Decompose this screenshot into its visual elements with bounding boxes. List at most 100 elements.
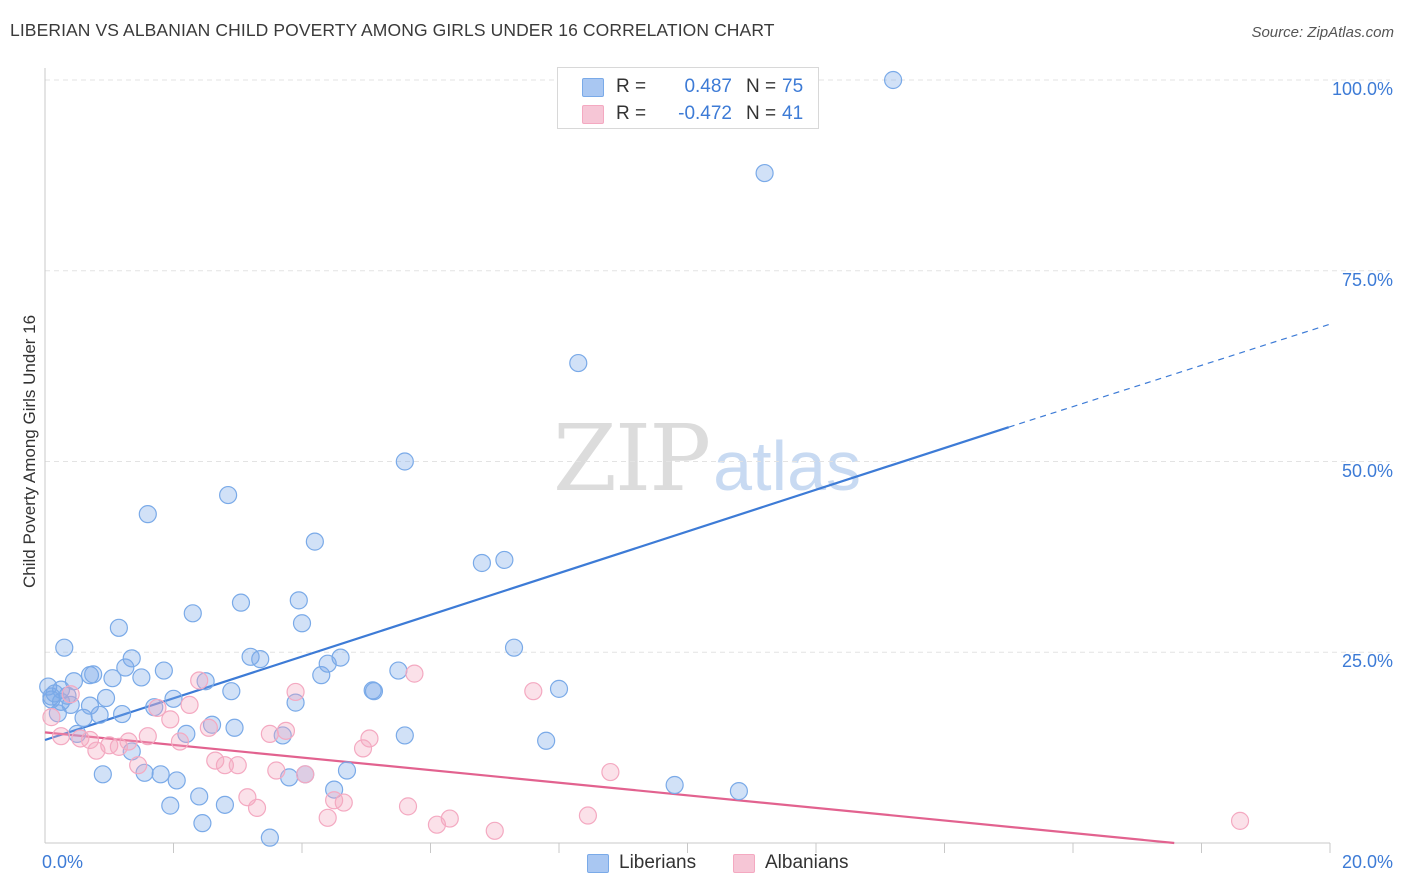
liberians-point — [305, 532, 324, 551]
liberians-point — [164, 689, 183, 708]
liberians-point — [93, 765, 112, 784]
x-tick-label: 20.0% — [1341, 852, 1393, 872]
liberians-point — [112, 704, 132, 724]
liberians-point — [883, 70, 903, 90]
liberians-point — [395, 452, 414, 471]
liberians-point — [55, 638, 74, 657]
albanians-point — [247, 798, 267, 818]
liberians-point — [292, 614, 312, 633]
x-tick-label: 0.0% — [42, 852, 84, 872]
source-label: Source: ZipAtlas.com — [1251, 24, 1394, 41]
legend-row-albanians: R = -0.472 N = 41 — [582, 103, 803, 125]
liberians-point — [167, 771, 186, 790]
liberians-point — [138, 505, 157, 524]
albanians-point — [260, 724, 279, 743]
r-label: R = — [616, 103, 647, 124]
albanians-point — [296, 765, 315, 784]
albanians-point — [524, 682, 543, 701]
albanians-point — [228, 756, 247, 775]
albanians-point — [119, 732, 138, 751]
liberians-point — [289, 591, 308, 610]
albanians-point — [206, 751, 225, 770]
liberians-point — [363, 681, 382, 700]
watermark-zip: ZIP — [553, 405, 711, 512]
liberians-point — [325, 780, 344, 799]
watermark-atlas: atlas — [713, 427, 862, 505]
y-tick-label: 50.0% — [1341, 460, 1393, 481]
n-value-liberians: 75 — [782, 76, 804, 97]
liberians-point — [84, 665, 103, 684]
albanians-point — [170, 732, 190, 751]
albanians-legend-label: Albanians — [765, 852, 849, 873]
albanians-point — [161, 710, 180, 729]
liberians-point — [151, 765, 170, 784]
watermark: ZIPatlas — [553, 405, 861, 512]
liberians-point — [196, 672, 215, 691]
series-legend: Liberians Albanians — [0, 852, 1406, 876]
liberians-point — [665, 775, 684, 795]
albanians-point — [80, 730, 100, 750]
albanians-point — [334, 793, 353, 812]
liberians-point — [109, 618, 128, 637]
liberians-point — [251, 650, 270, 669]
albanians-swatch — [582, 104, 604, 124]
liberians-point — [132, 668, 151, 687]
data-points — [39, 70, 1250, 847]
liberians-point — [729, 782, 749, 801]
gridlines — [45, 79, 1390, 653]
y-axis-label: Child Poverty Among Girls Under 16 — [20, 314, 39, 588]
legend-item-liberians[interactable]: Liberians — [587, 852, 696, 874]
liberians-point — [103, 669, 122, 688]
liberians-point — [537, 731, 556, 750]
liberians-point — [183, 604, 202, 623]
liberians-point — [96, 688, 116, 708]
y-tick-label: 25.0% — [1341, 651, 1393, 672]
liberians-point — [135, 763, 154, 782]
albanians-point — [440, 809, 459, 828]
r-label: R = — [616, 76, 647, 97]
albanians-point — [485, 821, 504, 840]
liberians-point — [222, 682, 241, 701]
liberians-point — [395, 726, 414, 745]
trend-lines — [44, 323, 1331, 845]
albanians-point — [405, 664, 424, 683]
albanians-point — [138, 727, 157, 746]
albanians-point — [215, 756, 234, 775]
liberians-legend-swatch — [587, 853, 609, 873]
albanians-point — [360, 729, 379, 748]
albanians-point — [42, 708, 61, 727]
r-value-albanians: -0.472 — [678, 103, 732, 124]
n-value-albanians: 41 — [782, 103, 804, 124]
legend-item-albanians[interactable]: Albanians — [733, 852, 848, 874]
liberians-trend-extension — [1008, 323, 1331, 428]
chart-title: LIBERIAN VS ALBANIAN CHILD POVERTY AMONG… — [10, 20, 775, 40]
liberians-point — [549, 679, 569, 698]
n-label: N = — [746, 103, 777, 124]
legend-row-liberians: R = 0.487 N = 75 — [582, 76, 803, 98]
albanians-point — [601, 762, 620, 782]
albanians-point — [318, 808, 337, 827]
liberians-point — [80, 696, 100, 715]
liberians-swatch — [582, 77, 604, 97]
albanians-point — [71, 729, 90, 748]
albanians-point — [180, 695, 199, 714]
liberians-point — [389, 661, 408, 680]
y-tick-label: 75.0% — [1341, 269, 1393, 290]
liberians-point — [569, 353, 588, 373]
albanians-point — [1230, 811, 1250, 830]
albanians-point — [276, 721, 296, 740]
liberians-point — [225, 718, 244, 737]
correlation-legend: R = 0.487 N = 75 R = -0.472 N = 41 — [557, 67, 819, 129]
liberians-point — [312, 666, 331, 685]
liberians-point — [755, 163, 774, 183]
albanians-point — [267, 761, 286, 780]
albanians-point — [398, 797, 418, 816]
liberians-point — [260, 828, 279, 847]
albanians-point — [61, 685, 80, 704]
liberians-legend-label: Liberians — [619, 852, 697, 873]
n-label: N = — [746, 76, 777, 97]
albanians-trend-line — [44, 731, 1175, 845]
albanians-point — [129, 756, 148, 775]
albanians-point — [353, 739, 373, 758]
liberians-point — [177, 724, 196, 743]
